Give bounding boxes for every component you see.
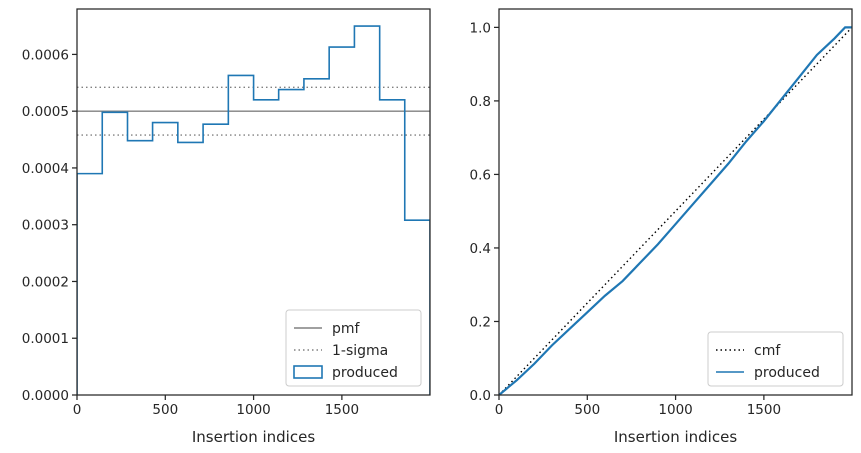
legend-entry-pmf: pmf — [294, 321, 361, 337]
histogram-bin — [254, 100, 279, 395]
y-tick-label: 1.0 — [470, 20, 491, 36]
produced-histogram-step — [77, 25, 430, 395]
legend-box — [285, 309, 422, 387]
y-tick-label: 0.6 — [470, 167, 491, 183]
legend-handle-patch — [293, 365, 323, 379]
x-tick-label: 0 — [495, 402, 504, 418]
x-tick-label: 500 — [574, 402, 600, 418]
y-tick-label: 0.0005 — [22, 104, 69, 120]
y-tick-label: 0.0000 — [22, 388, 69, 404]
x-axis-label: Insertion indices — [192, 428, 315, 446]
x-tick-label: 1000 — [658, 402, 692, 418]
legend-label: cmf — [754, 343, 781, 359]
y-tick-label: 0.0001 — [22, 331, 69, 347]
y-tick-label: 0.2 — [470, 314, 491, 330]
histogram-bin — [203, 124, 228, 395]
legend-label: 1-sigma — [332, 343, 388, 359]
legend: cmf produced — [707, 331, 844, 387]
legend-entry-cmf: cmf — [716, 343, 781, 359]
x-tick-label: 1500 — [325, 402, 359, 418]
x-tick-label: 1500 — [747, 402, 781, 418]
histogram-bin — [77, 174, 102, 395]
histogram-bin — [102, 112, 127, 395]
y-tick-label: 0.8 — [470, 94, 491, 110]
legend-entry-produced: produced — [293, 365, 398, 381]
histogram-bin — [228, 75, 253, 395]
produced-cumulative-line — [499, 26, 852, 395]
plot-area — [499, 26, 852, 395]
y-tick-label: 0.0 — [470, 388, 491, 404]
legend-label: produced — [754, 365, 820, 381]
y-tick-label: 0.0006 — [22, 47, 69, 63]
x-tick-label: 1000 — [236, 402, 270, 418]
left-histogram-axes: 0 500 1000 1500 0.0000 0.0001 0.0002 0.0003 0.00… — [22, 8, 431, 446]
y-tick-label: 0.0003 — [22, 218, 69, 234]
plot-area — [77, 25, 430, 395]
x-axis-label: Insertion indices — [614, 428, 737, 446]
legend-label: produced — [332, 365, 398, 381]
y-tick-label: 0.0004 — [22, 161, 69, 177]
y-tick-label: 0.4 — [470, 241, 491, 257]
histogram-bin — [153, 123, 178, 395]
histogram-bin — [178, 142, 203, 395]
histogram-bin — [128, 141, 153, 395]
x-tick-label: 500 — [152, 402, 178, 418]
legend-entry-produced: produced — [716, 365, 820, 381]
legend-entry-1-sigma: 1-sigma — [294, 343, 388, 359]
legend: pmf 1-sigma produced — [285, 309, 422, 387]
right-cumulative-axes: 0 500 1000 1500 0.0 0.2 0.4 0.6 0.8 1.0 Insertion … — [470, 8, 853, 446]
y-tick-label: 0.0002 — [22, 274, 69, 290]
legend-label: pmf — [332, 321, 361, 337]
x-tick-label: 0 — [73, 402, 82, 418]
